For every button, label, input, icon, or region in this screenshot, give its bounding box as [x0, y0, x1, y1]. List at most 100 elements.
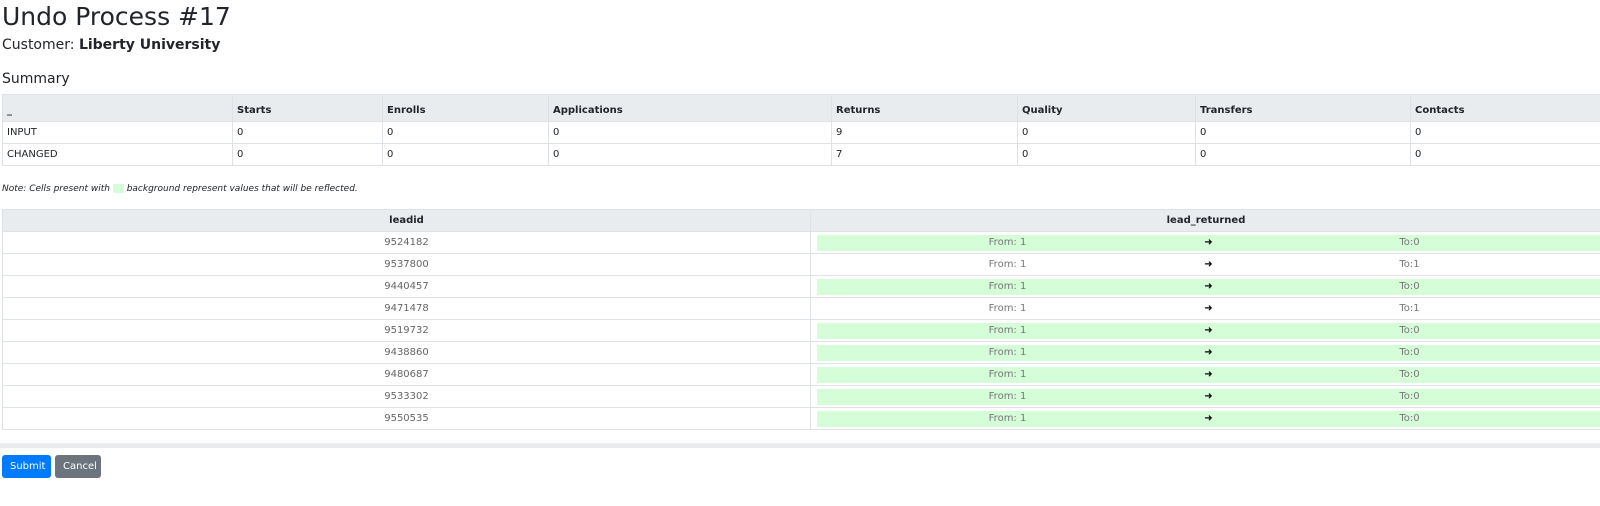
- summary-cell: INPUT: [2, 121, 233, 144]
- cancel-button[interactable]: Cancel: [55, 455, 101, 478]
- summary-cell: 0: [1017, 121, 1196, 144]
- lead-row: 9438860 From: 1 ➜ To:0: [2, 341, 1600, 364]
- summary-cell: 7: [831, 143, 1018, 166]
- summary-cell: 0: [548, 143, 832, 166]
- from-value: From: 1: [988, 413, 1027, 424]
- summary-row: INPUT 0 0 0 9 0 0 0: [2, 121, 1600, 144]
- lead-returned-cell: From: 1 ➜ To:0: [810, 275, 1600, 298]
- change-box: From: 1 ➜ To:0: [817, 366, 1600, 383]
- to-value: To:0: [1399, 281, 1420, 292]
- summary-header: Returns: [831, 94, 1018, 122]
- summary-cell: 0: [1410, 121, 1600, 144]
- to-value: To:0: [1399, 347, 1420, 358]
- page-title: Undo Process #17: [2, 2, 231, 31]
- leadid-cell: 9440457: [2, 275, 811, 298]
- summary-table: _ Starts Enrolls Applications Returns Quality…: [2, 94, 1600, 166]
- summary-cell: 0: [1195, 121, 1411, 144]
- header-leadid: leadid: [2, 209, 811, 232]
- divider: [0, 443, 1600, 448]
- lead-row: 9471478 From: 1 ➜ To:1: [2, 297, 1600, 320]
- summary-cell: 0: [1017, 143, 1196, 166]
- leadid-cell: 9537800: [2, 253, 811, 276]
- note: Note: Cells present with background repr…: [2, 184, 358, 194]
- from-value: From: 1: [988, 391, 1027, 402]
- summary-cell: 0: [232, 121, 383, 144]
- change-box: From: 1 ➜ To:0: [817, 410, 1600, 427]
- summary-header: Transfers: [1195, 94, 1411, 122]
- lead-row: 9537800 From: 1 ➜ To:1: [2, 253, 1600, 276]
- summary-header: Enrolls: [382, 94, 549, 122]
- summary-cell: 0: [1410, 143, 1600, 166]
- customer-line: Customer: Liberty University: [2, 37, 220, 53]
- customer-name: Liberty University: [78, 37, 221, 53]
- change-box: From: 1 ➜ To:0: [817, 234, 1600, 251]
- lead-row: 9440457 From: 1 ➜ To:0: [2, 275, 1600, 298]
- from-value: From: 1: [988, 325, 1027, 336]
- from-value: From: 1: [988, 237, 1027, 248]
- from-value: From: 1: [988, 369, 1027, 380]
- arrow-right-icon: ➜: [1204, 325, 1213, 336]
- highlight-swatch: [112, 184, 124, 193]
- lead-returned-cell: From: 1 ➜ To:0: [810, 385, 1600, 408]
- lead-returned-cell: From: 1 ➜ To:0: [810, 363, 1600, 386]
- note-text-end: background represent values that will be…: [126, 184, 358, 194]
- lead-row: 9550535 From: 1 ➜ To:0: [2, 407, 1600, 430]
- lead-returned-cell: From: 1 ➜ To:1: [810, 297, 1600, 320]
- lead-returned-cell: From: 1 ➜ To:0: [810, 319, 1600, 342]
- leadid-cell: 9480687: [2, 363, 811, 386]
- summary-cell: 0: [1195, 143, 1411, 166]
- summary-cell: 0: [382, 121, 549, 144]
- change-box: From: 1 ➜ To:0: [817, 388, 1600, 405]
- arrow-right-icon: ➜: [1204, 259, 1213, 270]
- change-box: From: 1 ➜ To:1: [817, 257, 1600, 273]
- from-value: From: 1: [988, 303, 1027, 314]
- arrow-right-icon: ➜: [1204, 303, 1213, 314]
- customer-label: Customer:: [2, 37, 75, 53]
- leadid-cell: 9533302: [2, 385, 811, 408]
- leadid-cell: 9550535: [2, 407, 811, 430]
- summary-row: CHANGED 0 0 0 7 0 0 0: [2, 143, 1600, 166]
- summary-header: Contacts: [1410, 94, 1600, 122]
- arrow-right-icon: ➜: [1204, 281, 1213, 292]
- leadid-cell: 9519732: [2, 319, 811, 342]
- arrow-right-icon: ➜: [1204, 413, 1213, 424]
- summary-cell: 0: [382, 143, 549, 166]
- lead-row: 9533302 From: 1 ➜ To:0: [2, 385, 1600, 408]
- leadid-cell: 9524182: [2, 231, 811, 254]
- lead-row: 9524182 From: 1 ➜ To:0: [2, 231, 1600, 254]
- change-box: From: 1 ➜ To:0: [817, 344, 1600, 361]
- summary-header: Quality: [1017, 94, 1196, 122]
- lead-row: 9519732 From: 1 ➜ To:0: [2, 319, 1600, 342]
- summary-title: Summary: [2, 71, 70, 87]
- lead-returned-cell: From: 1 ➜ To:1: [810, 253, 1600, 276]
- to-value: To:1: [1399, 259, 1420, 270]
- to-value: To:1: [1399, 303, 1420, 314]
- leadid-cell: 9438860: [2, 341, 811, 364]
- summary-header: Applications: [548, 94, 832, 122]
- change-box: From: 1 ➜ To:0: [817, 278, 1600, 295]
- from-value: From: 1: [988, 259, 1027, 270]
- from-value: From: 1: [988, 347, 1027, 358]
- lead-returned-cell: From: 1 ➜ To:0: [810, 231, 1600, 254]
- to-value: To:0: [1399, 413, 1420, 424]
- arrow-right-icon: ➜: [1204, 347, 1213, 358]
- note-text: Note: Cells present with: [2, 184, 110, 194]
- summary-cell: CHANGED: [2, 143, 233, 166]
- summary-header: _: [2, 94, 233, 122]
- to-value: To:0: [1399, 237, 1420, 248]
- summary-cell: 9: [831, 121, 1018, 144]
- header-lead-returned: lead_returned: [810, 209, 1600, 232]
- leads-table: leadid lead_returned 9524182 From: 1 ➜ To:…: [2, 209, 1600, 430]
- change-box: From: 1 ➜ To:1: [817, 301, 1600, 317]
- arrow-right-icon: ➜: [1204, 369, 1213, 380]
- lead-returned-cell: From: 1 ➜ To:0: [810, 341, 1600, 364]
- submit-button[interactable]: Submit: [2, 455, 51, 478]
- arrow-right-icon: ➜: [1204, 237, 1213, 248]
- leadid-cell: 9471478: [2, 297, 811, 320]
- change-box: From: 1 ➜ To:0: [817, 322, 1600, 339]
- summary-cell: 0: [548, 121, 832, 144]
- to-value: To:0: [1399, 369, 1420, 380]
- lead-returned-cell: From: 1 ➜ To:0: [810, 407, 1600, 430]
- lead-row: 9480687 From: 1 ➜ To:0: [2, 363, 1600, 386]
- summary-cell: 0: [232, 143, 383, 166]
